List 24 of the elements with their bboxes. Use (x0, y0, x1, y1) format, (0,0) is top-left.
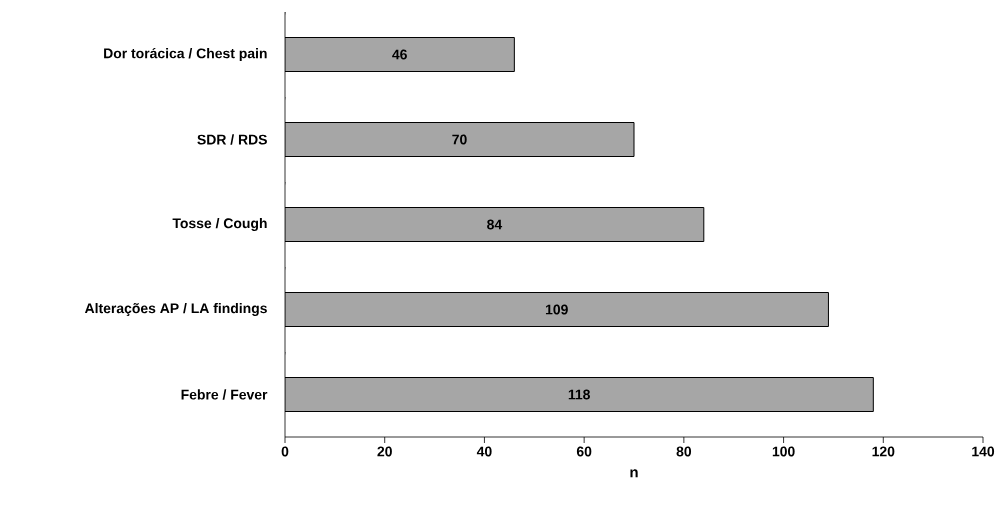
x-tick-label: 60 (576, 446, 592, 457)
x-tick-label: 0 (281, 446, 289, 457)
y-tick-label: Febre / Fever (181, 389, 268, 400)
y-tick-label: Dor torácica / Chest pain (104, 47, 267, 62)
x-tick-label: 140 (972, 446, 995, 457)
data-label: 70 (452, 134, 467, 145)
y-tick-label: SDR / RDS (197, 134, 267, 145)
data-label: 109 (545, 304, 568, 315)
bar (285, 292, 829, 327)
data-label: 46 (392, 49, 407, 60)
x-tick-label: 120 (872, 446, 895, 457)
y-tick-label: Alterações AP / LA findings (84, 302, 267, 317)
x-tick-label: 20 (377, 446, 392, 457)
x-axis-title: n (630, 469, 638, 478)
bar (285, 122, 635, 157)
y-tick-label: Tosse / Cough (172, 217, 267, 232)
bar (285, 207, 705, 242)
bar (285, 377, 874, 412)
data-label: 84 (487, 219, 503, 230)
x-tick-label: 40 (476, 446, 492, 457)
data-label: 118 (568, 389, 590, 400)
x-tick-label: 100 (772, 446, 795, 457)
bar (285, 37, 515, 72)
x-tick-label: 80 (676, 446, 692, 457)
